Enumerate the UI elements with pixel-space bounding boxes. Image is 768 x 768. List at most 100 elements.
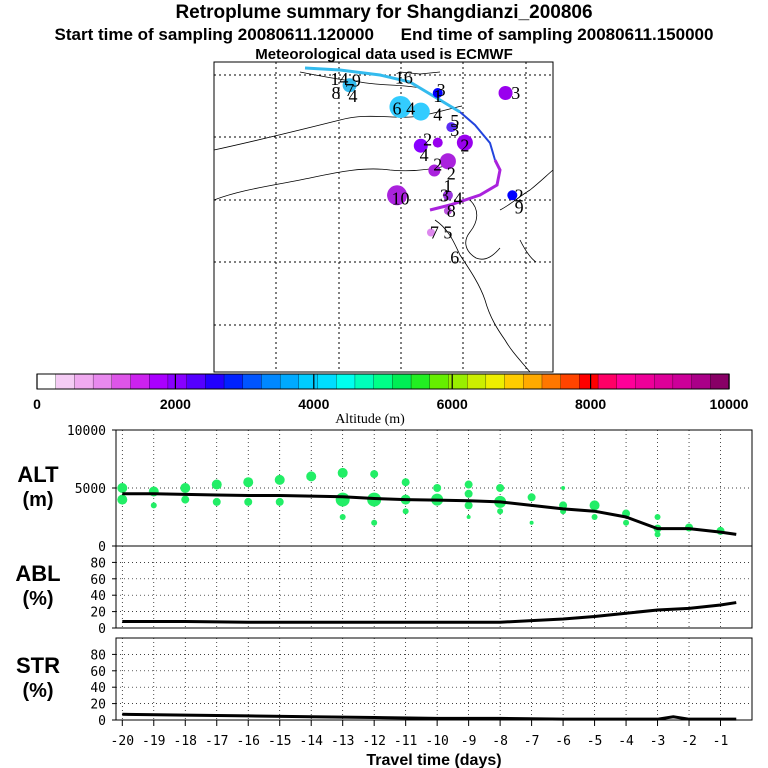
particle-dot [212, 497, 221, 506]
particle-dot [654, 531, 661, 538]
map-day-label: 2 [515, 185, 524, 205]
particle-dot [496, 484, 505, 492]
map-day-label: 14 [330, 69, 348, 89]
y-axis-label-unit: (%) [22, 680, 53, 702]
colorbar-cell [354, 373, 375, 390]
particle-dot [117, 494, 128, 505]
map-dot [498, 86, 513, 100]
colorbar-cell [186, 373, 206, 390]
colorbar-cell [504, 373, 524, 390]
x-tick-label: -16 [236, 734, 259, 749]
particle-dot [466, 515, 471, 519]
particle-dot [402, 508, 409, 515]
colorbar-label: Altitude (m) [335, 412, 405, 427]
y-tick-label: 5000 [75, 482, 106, 497]
particle-dot [370, 470, 379, 479]
map-dot [446, 122, 457, 133]
met-data-line: Meteorological data used is ECMWF [255, 46, 513, 63]
map-day-label: 6 [450, 247, 459, 267]
particle-dot [150, 502, 157, 509]
particle-dot [335, 492, 350, 507]
chart-title: Retroplume summary for Shangdianzi_20080… [175, 2, 593, 23]
map-day-label: 5 [443, 223, 452, 243]
colorbar-cell [279, 373, 300, 390]
colorbar-cell [336, 373, 356, 390]
map-dot [456, 134, 473, 151]
x-tick-label: -12 [362, 734, 385, 749]
particle-dot [623, 519, 630, 526]
map-dot [507, 190, 518, 201]
colorbar-cell [242, 373, 263, 390]
colorbar-cell [654, 373, 674, 390]
series-line-abl [122, 601, 737, 624]
particle-dot [181, 495, 190, 504]
trajectory-path [304, 66, 502, 212]
map-dot [442, 190, 453, 201]
map-day-label: 4 [433, 105, 442, 125]
map-day-label: 10 [391, 188, 409, 208]
colorbar-cell [167, 373, 188, 390]
map-dot [432, 88, 443, 98]
colorbar-tick-label: 2000 [160, 396, 191, 412]
map-day-label: 8 [447, 201, 456, 221]
start-time: Start time of sampling 20080611.120000 [54, 25, 374, 44]
colorbar-tick-label: 10000 [710, 396, 749, 412]
particle-dot [371, 519, 378, 526]
map-dot [389, 95, 412, 118]
map-dot [432, 137, 443, 148]
x-tick-label: -7 [524, 734, 540, 749]
y-tick-label: 40 [90, 681, 106, 696]
particle-dot [464, 480, 473, 489]
map-day-label: 7 [345, 80, 354, 100]
x-tick-label: -2 [681, 734, 697, 749]
particle-dot [180, 483, 191, 493]
x-tick-label: -17 [205, 734, 228, 749]
colorbar-tick-label: 6000 [437, 396, 468, 412]
y-tick-label: 10000 [67, 424, 106, 439]
end-time: End time of sampling 20080611.150000 [400, 25, 714, 44]
map-day-label: 4 [406, 99, 415, 119]
y-tick-label: 60 [90, 573, 106, 588]
y-tick-label: 80 [90, 648, 106, 663]
altitude-colorbar: 0 2000 4000 6000 8000 10000 Altitude (m) [33, 373, 749, 427]
particle-dot [274, 474, 285, 485]
colorbar-cell [36, 373, 57, 390]
y-axis-label-main: ALT [17, 462, 59, 487]
y-axis-label-unit: (m) [22, 489, 53, 511]
x-tick-label: -5 [587, 734, 603, 749]
particle-dot [275, 497, 284, 506]
x-tick-label: -8 [492, 734, 508, 749]
map-day-label: 3 [450, 120, 459, 140]
x-tick-label: -20 [111, 734, 134, 749]
colorbar-cell [74, 373, 94, 390]
particle-dot [589, 500, 600, 511]
particle-dot [339, 514, 346, 520]
x-tick-label: -10 [425, 734, 448, 749]
map-day-label: 2 [423, 130, 432, 150]
y-tick-label: 60 [90, 665, 106, 680]
map-dot [413, 138, 428, 153]
colorbar-cell [710, 373, 730, 390]
particle-dot [497, 508, 504, 515]
colorbar-cell [616, 373, 637, 390]
panel-frame [115, 637, 753, 721]
colorbar-cell [560, 373, 581, 390]
map-dot [439, 153, 456, 170]
x-tick-label: -4 [618, 734, 634, 749]
colorbar-cell [448, 373, 468, 390]
colorbar-cell [485, 373, 506, 390]
y-axis-label-main: ABL [15, 561, 60, 586]
map-day-label: 2 [433, 154, 442, 174]
map-day-label: 3 [437, 80, 446, 100]
particle-dot [464, 501, 473, 510]
colorbar-cell [111, 373, 132, 390]
y-axis-label-main: STR [16, 653, 60, 678]
x-tick-label: -11 [394, 734, 417, 749]
map-day-label: 4 [348, 86, 357, 106]
y-tick-label: 0 [98, 714, 106, 729]
particle-dot [654, 514, 661, 520]
time-series-panels: 1000050000ALT(m)806040200ABL(%)806040200… [15, 424, 753, 768]
colorbar-cell [149, 373, 169, 390]
particle-dot [337, 467, 348, 478]
